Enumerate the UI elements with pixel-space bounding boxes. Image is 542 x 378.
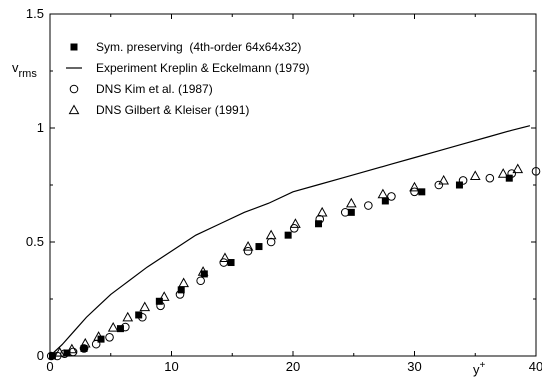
data-point	[54, 347, 66, 357]
x-tick-label: 40	[529, 359, 542, 374]
legend-item: DNS Gilbert & Kleiser (1991)	[68, 103, 249, 117]
data-point	[93, 331, 104, 341]
data-point	[409, 181, 420, 192]
x-axis-label-superscript: +	[480, 360, 486, 371]
data-point	[364, 201, 373, 210]
data-point	[122, 311, 134, 322]
y-axis-label-subscript: rms	[19, 68, 38, 80]
data-point	[107, 321, 119, 332]
data-point	[315, 214, 325, 224]
ticks-layer: 0 10 20 30 40 0 0.5 1 1.5	[26, 6, 542, 374]
data-point	[219, 252, 231, 263]
series-line	[49, 125, 531, 357]
data-point	[196, 276, 205, 286]
x-tick-label: 0	[46, 359, 53, 374]
data-point	[175, 290, 185, 299]
data-point	[507, 169, 517, 178]
y-tick-label: 0.5	[26, 234, 44, 249]
data-point	[91, 339, 101, 349]
legend-item: Sym. preserving (4th-order 64x64x32)	[70, 40, 301, 54]
y-tick-label: 0	[37, 348, 44, 363]
data-point	[242, 241, 254, 251]
data-point	[255, 243, 263, 251]
data-point	[227, 259, 235, 267]
legend-label: Sym. preserving (4th-order 64x64x32)	[96, 40, 301, 54]
data-point	[79, 337, 91, 348]
data-point	[469, 170, 481, 180]
legend-swatch	[68, 104, 80, 115]
data-point	[158, 291, 170, 301]
data-point	[178, 277, 189, 288]
data-point	[316, 206, 328, 217]
data-point	[505, 174, 513, 182]
data-point	[197, 266, 209, 276]
x-tick-label: 30	[407, 359, 421, 374]
data-point	[116, 325, 124, 333]
data-point	[387, 192, 396, 201]
series-2	[49, 125, 531, 357]
y-tick-label: 1.5	[26, 6, 44, 21]
data-point	[345, 197, 357, 208]
data-point	[60, 349, 69, 359]
series-layer	[46, 125, 541, 361]
legend-item: DNS Kim et al. (1987)	[69, 82, 213, 96]
data-point	[177, 286, 185, 294]
data-point	[97, 335, 105, 343]
y-axis-label: vrms	[12, 60, 37, 80]
data-point	[156, 301, 165, 311]
data-point	[48, 352, 56, 360]
data-point	[512, 163, 524, 174]
data-point	[66, 343, 78, 354]
legend-swatch	[69, 84, 79, 94]
series-4	[54, 163, 524, 357]
x-tick-label: 10	[164, 359, 178, 374]
data-point	[219, 258, 229, 267]
data-point	[458, 176, 468, 185]
data-point	[155, 297, 163, 305]
x-axis-label: y+	[473, 360, 486, 377]
data-point	[410, 187, 419, 197]
data-point	[121, 322, 130, 332]
legend-label: DNS Gilbert & Kleiser (1991)	[96, 103, 249, 117]
data-point	[418, 188, 426, 196]
data-point	[200, 270, 208, 278]
data-point	[377, 188, 389, 199]
data-point	[243, 246, 253, 256]
data-point	[455, 181, 463, 189]
data-point	[340, 208, 350, 217]
data-point	[485, 173, 495, 183]
data-point	[434, 180, 444, 190]
data-point	[438, 174, 450, 185]
y-tick-label: 1	[37, 120, 44, 135]
data-point	[381, 197, 389, 205]
data-point	[315, 220, 323, 228]
legend-item: Experiment Kreplin & Eckelmann (1979)	[66, 61, 309, 75]
data-point	[265, 229, 277, 240]
data-point	[68, 347, 78, 357]
data-point	[284, 231, 292, 239]
data-point	[497, 168, 509, 178]
series-1	[48, 174, 513, 360]
data-point	[105, 333, 114, 342]
data-point	[531, 167, 541, 176]
data-point	[289, 224, 299, 233]
x-tick-label: 20	[286, 359, 300, 374]
data-point	[80, 344, 88, 352]
legend-swatch	[70, 43, 78, 51]
data-point	[266, 237, 276, 247]
data-point	[79, 344, 89, 353]
series-3	[46, 167, 541, 361]
legend: Sym. preserving (4th-order 64x64x32) Expe…	[66, 40, 309, 117]
data-point	[139, 301, 151, 312]
legend-label: DNS Kim et al. (1987)	[96, 82, 213, 96]
data-point	[347, 208, 355, 216]
data-point	[290, 218, 301, 228]
data-point	[138, 312, 147, 322]
legend-label: Experiment Kreplin & Eckelmann (1979)	[96, 61, 309, 75]
